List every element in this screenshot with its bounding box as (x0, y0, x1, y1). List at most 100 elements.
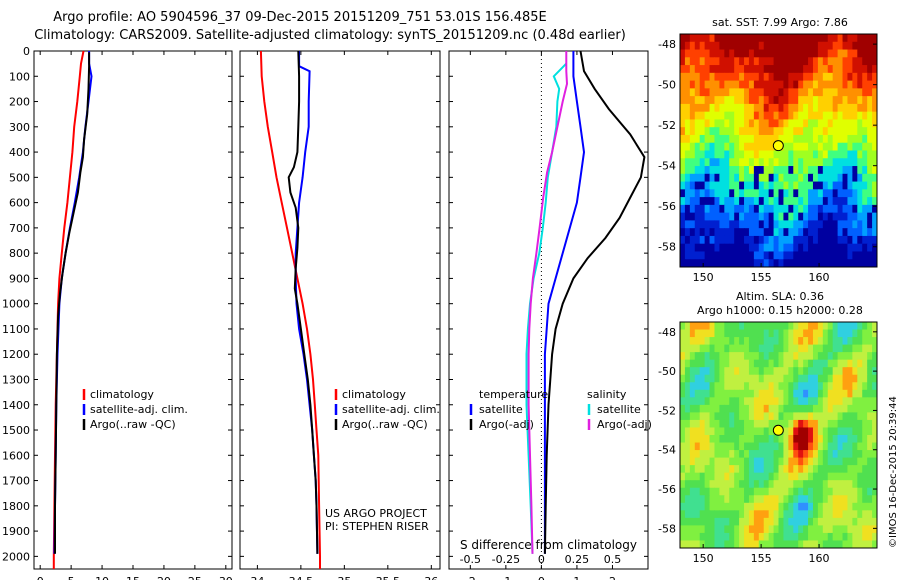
sla-cell (862, 457, 868, 466)
sst-cell (793, 166, 799, 175)
sst-cell (842, 204, 848, 214)
sst-cell (837, 127, 844, 136)
sst-cell (778, 96, 784, 105)
sst-cell (798, 72, 804, 82)
sla-cell (862, 427, 868, 436)
sla-cell (872, 382, 878, 391)
sla-cell (788, 419, 794, 428)
sst-cell (803, 173, 809, 183)
sst-cell (773, 111, 779, 120)
sst-cell (832, 173, 839, 183)
sla-cell (803, 427, 809, 436)
sla-cell (842, 322, 848, 331)
sst-cell (832, 243, 839, 252)
sst-cell (719, 204, 725, 214)
y-tick-label: 1000 (2, 298, 30, 311)
sst-cell (852, 57, 858, 66)
sla-cell (734, 435, 740, 444)
sla-cell (719, 419, 725, 428)
sst-cell (822, 150, 829, 159)
sla-cell (827, 442, 834, 451)
sla-cell (684, 397, 691, 406)
sst-cell (808, 65, 814, 74)
sst-cell (768, 41, 775, 51)
sst-cell (744, 57, 750, 66)
sst-cell (699, 212, 706, 221)
sla-cell (852, 329, 858, 338)
sla-cell (847, 359, 853, 368)
sla-cell (699, 465, 706, 474)
sla-cell (689, 367, 696, 376)
sst-cell (808, 57, 814, 66)
sla-cell (857, 389, 863, 398)
sla-cell (704, 412, 711, 421)
y-tick-label: 1100 (2, 323, 30, 336)
sla-cell (684, 352, 691, 361)
sla-cell (729, 404, 735, 413)
sla-cell (822, 540, 829, 549)
sst-cell (753, 103, 760, 113)
sla-cell (684, 359, 691, 368)
sla-cell (684, 480, 691, 489)
sla-cell (714, 397, 720, 406)
sla-cell (862, 412, 868, 421)
sst-cell (857, 34, 863, 43)
sst-cell (778, 150, 784, 159)
sla-cell (729, 322, 735, 331)
sla-cell (753, 510, 760, 519)
sst-cell (709, 88, 715, 97)
sla-cell (763, 457, 770, 466)
sst-cell (783, 134, 789, 144)
sla-cell (739, 487, 745, 496)
sst-cell (803, 204, 809, 214)
sst-cell (768, 72, 775, 82)
sst-cell (753, 65, 760, 74)
sst-cell (812, 158, 819, 167)
sla-cell (847, 465, 853, 474)
sla-cell (699, 397, 706, 406)
sst-cell (704, 212, 711, 221)
sla-cell (699, 404, 706, 413)
sla-cell (699, 352, 706, 361)
sla-cell (837, 502, 844, 511)
sst-cell (832, 41, 839, 51)
sla-cell (689, 472, 696, 481)
sst-cell (734, 57, 740, 66)
sst-cell (773, 204, 779, 214)
sst-cell (768, 34, 775, 43)
sst-cell (808, 41, 814, 51)
sla-cell (758, 465, 765, 474)
sla-cell (724, 389, 730, 398)
sla-cell (798, 480, 804, 489)
sst-cell (872, 235, 878, 245)
sst-cell (862, 127, 868, 136)
sla-cell (817, 540, 824, 549)
sla-cell (837, 382, 844, 391)
sla-cell (744, 442, 750, 451)
sst-cell (714, 65, 720, 74)
sla-cell (768, 412, 775, 421)
sst-cell (837, 142, 844, 151)
sla-cell (852, 419, 858, 428)
sst-cell (704, 158, 711, 167)
sst-cell (680, 166, 686, 175)
sst-cell (808, 243, 814, 252)
sst-cell (684, 127, 691, 136)
sla-cell (758, 472, 765, 481)
sst-cell (837, 181, 844, 190)
sla-cell (832, 397, 839, 406)
sst-cell (817, 72, 824, 82)
sst-cell (680, 197, 686, 206)
sla-map-title-2: Argo h1000: 0.15 h2000: 0.28 (697, 304, 863, 317)
sla-cell (694, 322, 701, 331)
sst-cell (753, 49, 760, 58)
sla-cell (857, 374, 863, 383)
sla-cell (817, 329, 824, 338)
sst-cell (773, 251, 779, 260)
sst-cell (812, 57, 819, 66)
sla-cell (803, 540, 809, 549)
sla-cell (724, 322, 730, 331)
sla-cell (857, 510, 863, 519)
sst-cell (872, 197, 878, 206)
sst-cell (694, 228, 701, 237)
